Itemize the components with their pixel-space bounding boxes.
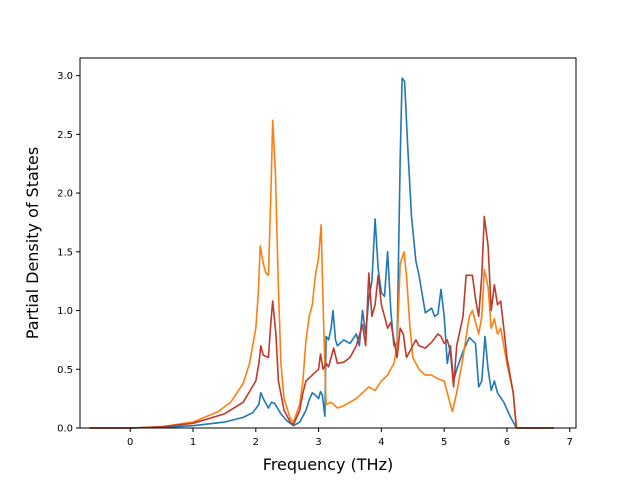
y-axis: 0.0 0.5 1.0 1.5 2.0 2.5 3.0 [57,71,80,435]
y-axis-label: Partial Density of States [23,147,42,339]
x-tick-label: 7 [567,437,573,448]
y-tick-label: 1.5 [57,247,73,258]
y-tick-label: 0.5 [57,365,73,376]
x-tick-label: 0 [127,437,133,448]
x-tick-label: 6 [504,437,510,448]
series-line-3 [89,215,554,429]
y-tick-label: 2.5 [57,130,73,141]
x-axis-label: Frequency (THz) [263,455,393,474]
y-tick-label: 0.0 [57,424,73,435]
plot-series-group [89,77,554,429]
x-axis: 0 1 2 3 4 5 6 7 [127,428,573,448]
y-tick-label: 3.0 [57,71,73,82]
x-tick-label: 2 [253,437,259,448]
plot-area-frame [79,57,577,429]
series-line-2 [89,119,554,429]
y-tick-label: 1.0 [57,306,73,317]
x-tick-label: 3 [315,437,321,448]
x-tick-label: 1 [190,437,196,448]
y-tick-label: 2.0 [57,189,73,200]
x-tick-label: 5 [441,437,447,448]
x-tick-label: 4 [378,437,384,448]
